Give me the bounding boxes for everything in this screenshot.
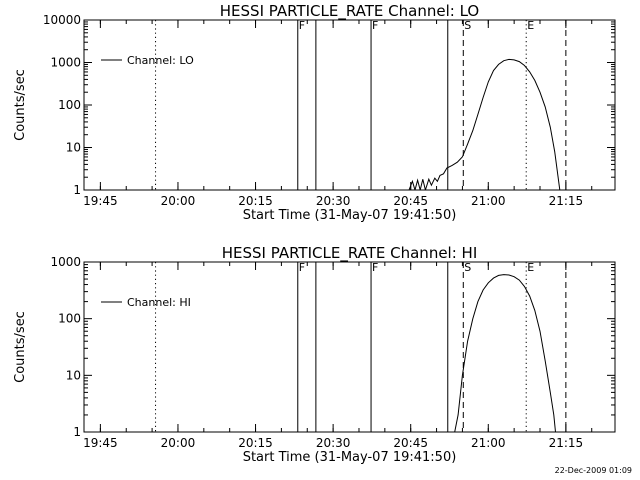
legend-label: Channel: HI: [127, 296, 191, 309]
x-tick-label: 20:15: [238, 436, 273, 450]
chart-title: HESSI PARTICLE_RATE Channel: HI: [222, 244, 478, 263]
y-tick-label: 1: [73, 425, 81, 439]
marker-label: F: [299, 261, 305, 274]
chart-panel-0: HESSI PARTICLE_RATE Channel: LO 1 10 100 100…: [13, 2, 616, 223]
series-line-0: [408, 58, 561, 190]
x-tick-label: 20:00: [161, 194, 196, 208]
marker-label: F: [299, 19, 305, 32]
x-tick-label: 20:45: [393, 436, 428, 450]
y-tick-label: 10: [66, 141, 81, 155]
y-tick-label: 1000: [50, 56, 81, 70]
y-tick-label: 1000: [50, 255, 81, 269]
y-tick-label: 10: [66, 368, 81, 382]
series-line-0: [454, 274, 556, 432]
marker-label: F: [372, 261, 378, 274]
x-tick-label: 21:00: [471, 436, 506, 450]
y-axis-label: Counts/sec: [13, 69, 28, 141]
x-tick-label: 21:15: [549, 194, 584, 208]
y-tick-label: 100: [58, 98, 81, 112]
chart-title: HESSI PARTICLE_RATE Channel: LO: [220, 2, 479, 21]
plot-frame: [83, 19, 616, 191]
legend-label: Channel: LO: [127, 54, 194, 67]
x-axis-label: Start Time (31-May-07 19:41:50): [243, 208, 457, 223]
y-tick-label: 100: [58, 312, 81, 326]
marker-label: F: [372, 19, 378, 32]
chart-panel-1: HESSI PARTICLE_RATE Channel: HI 1 10 100 100…: [13, 244, 616, 465]
x-axis-label: Start Time (31-May-07 19:41:50): [243, 450, 457, 465]
marker-label: E: [527, 261, 534, 274]
x-tick-label: 19:45: [83, 194, 118, 208]
y-tick-label: 10000: [43, 13, 81, 27]
x-tick-label: 20:15: [238, 194, 273, 208]
x-tick-label: 21:15: [549, 436, 584, 450]
y-axis-label: Counts/sec: [13, 311, 28, 383]
x-tick-label: 20:30: [316, 194, 351, 208]
marker-label: S: [464, 19, 471, 32]
y-tick-label: 1: [73, 183, 81, 197]
x-tick-label: 21:00: [471, 194, 506, 208]
marker-label: S: [464, 261, 471, 274]
x-tick-label: 20:30: [316, 436, 351, 450]
plot-frame: [83, 261, 616, 433]
x-tick-label: 19:45: [83, 436, 118, 450]
x-tick-label: 20:00: [161, 436, 196, 450]
marker-label: E: [527, 19, 534, 32]
timestamp-footer: 22-Dec-2009 01:09: [554, 466, 632, 475]
x-tick-label: 20:45: [393, 194, 428, 208]
